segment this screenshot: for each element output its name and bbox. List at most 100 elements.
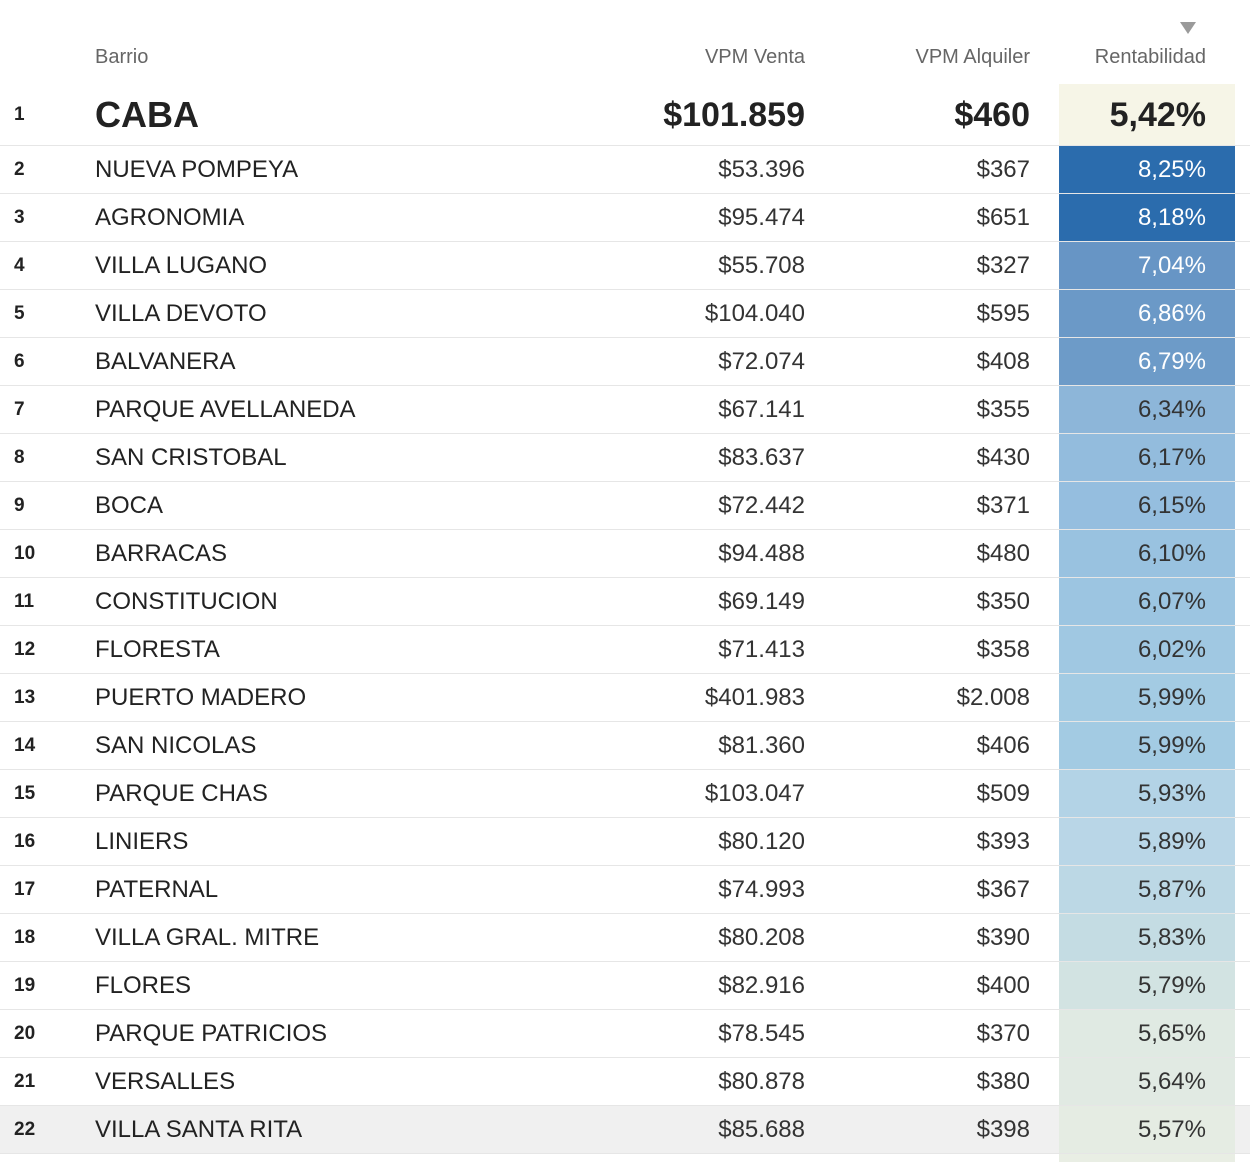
barrio-cell: PARQUE CHAS <box>95 780 268 807</box>
summary-row: 1 CABA $101.859 $460 5,42% <box>0 84 1250 146</box>
vpm-alquiler-cell: $367 <box>976 876 1030 903</box>
barrio-cell: NUEVA POMPEYA <box>95 156 299 183</box>
barrio-cell: BALVANERA <box>95 348 236 375</box>
vpm-alquiler-cell: $355 <box>976 396 1030 423</box>
rentabilidad-cell: 6,17% <box>1059 434 1235 481</box>
vpm-alquiler-cell: $367 <box>976 156 1030 183</box>
rentabilidad-cell: 8,25% <box>1059 146 1235 193</box>
table-body: 2 NUEVA POMPEYA $53.396 $367 8,25% 3 AGRONOMIA… <box>0 146 1250 1154</box>
vpm-alquiler-cell: $390 <box>976 924 1030 951</box>
rank-cell: 6 <box>14 351 25 372</box>
barrio-cell: BOCA <box>95 492 164 519</box>
barrio-cell: VILLA GRAL. MITRE <box>95 924 320 951</box>
rank-cell: 18 <box>14 927 36 948</box>
rank-cell: 5 <box>14 303 25 324</box>
vpm-alquiler-cell: $327 <box>976 252 1030 279</box>
vpm-venta-cell: $53.396 <box>718 156 805 183</box>
barrio-cell: VERSALLES <box>95 1068 236 1095</box>
column-header-vpm-venta[interactable]: VPM Venta <box>704 46 805 68</box>
rentabilidad-cell: 5,79% <box>1059 962 1235 1009</box>
column-header-vpm-alquiler[interactable]: VPM Alquiler <box>915 46 1031 68</box>
vpm-venta-cell: $101.859 <box>663 96 805 134</box>
rentabilidad-cell: 5,87% <box>1059 866 1235 913</box>
table-row: 15 PARQUE CHAS $103.047 $509 5,93% <box>0 770 1250 818</box>
rentabilidad-cell: 6,15% <box>1059 482 1235 529</box>
vpm-venta-cell: $67.141 <box>718 396 805 423</box>
vpm-alquiler-cell: $406 <box>976 732 1030 759</box>
barrio-cell: SAN NICOLAS <box>95 732 257 759</box>
sort-down-icon[interactable] <box>1180 22 1196 34</box>
vpm-alquiler-cell: $509 <box>976 780 1030 807</box>
rentabilidad-cell: 5,93% <box>1059 770 1235 817</box>
table-row: 10 BARRACAS $94.488 $480 6,10% <box>0 530 1250 578</box>
vpm-alquiler-cell: $393 <box>976 828 1030 855</box>
vpm-alquiler-cell: $370 <box>976 1020 1030 1047</box>
column-header-barrio[interactable]: Barrio <box>95 46 149 68</box>
table-row: 13 PUERTO MADERO $401.983 $2.008 5,99% <box>0 674 1250 722</box>
barrio-cell: PARQUE AVELLANEDA <box>95 396 356 423</box>
rank-cell: 21 <box>14 1071 36 1092</box>
table-row: 12 FLORESTA $71.413 $358 6,02% <box>0 626 1250 674</box>
rank-cell: 10 <box>14 543 36 564</box>
vpm-venta-cell: $80.120 <box>718 828 805 855</box>
vpm-venta-cell: $401.983 <box>704 684 805 711</box>
table-row: 14 SAN NICOLAS $81.360 $406 5,99% <box>0 722 1250 770</box>
vpm-alquiler-cell: $595 <box>976 300 1030 327</box>
rentabilidad-cell: 5,57% <box>1059 1106 1235 1153</box>
vpm-venta-cell: $80.208 <box>718 924 805 951</box>
table-row: 21 VERSALLES $80.878 $380 5,64% <box>0 1058 1250 1106</box>
vpm-alquiler-cell: $2.008 <box>956 684 1030 711</box>
table-row: 17 PATERNAL $74.993 $367 5,87% <box>0 866 1250 914</box>
vpm-alquiler-cell: $358 <box>976 636 1030 663</box>
rentabilidad-cell: 5,42% <box>1059 84 1235 145</box>
rank-cell: 15 <box>14 783 36 804</box>
rentabilidad-cell: 6,02% <box>1059 626 1235 673</box>
vpm-alquiler-cell: $400 <box>976 972 1030 999</box>
barrio-cell: PUERTO MADERO <box>95 684 307 711</box>
vpm-venta-cell: $103.047 <box>704 780 805 807</box>
rentabilidad-cell: 5,99% <box>1059 674 1235 721</box>
barrio-cell: VILLA DEVOTO <box>95 300 267 327</box>
table-row: 19 FLORES $82.916 $400 5,79% <box>0 962 1250 1010</box>
vpm-venta-cell: $72.074 <box>718 348 805 375</box>
table-row: 3 AGRONOMIA $95.474 $651 8,18% <box>0 194 1250 242</box>
vpm-alquiler-cell: $371 <box>976 492 1030 519</box>
rank-cell: 7 <box>14 399 25 420</box>
table-row: 2 NUEVA POMPEYA $53.396 $367 8,25% <box>0 146 1250 194</box>
vpm-venta-cell: $82.916 <box>718 972 805 999</box>
vpm-alquiler-cell: $460 <box>954 96 1030 134</box>
table-row: 20 PARQUE PATRICIOS $78.545 $370 5,65% <box>0 1010 1250 1058</box>
barrio-cell: BARRACAS <box>95 540 228 567</box>
vpm-alquiler-cell: $398 <box>976 1116 1030 1143</box>
vpm-venta-cell: $104.040 <box>704 300 805 327</box>
vpm-alquiler-cell: $408 <box>976 348 1030 375</box>
vpm-alquiler-cell: $480 <box>976 540 1030 567</box>
rank-cell: 17 <box>14 879 36 900</box>
rank-cell: 16 <box>14 831 36 852</box>
column-header-rentabilidad[interactable]: Rentabilidad <box>1094 46 1206 68</box>
vpm-venta-cell: $95.474 <box>718 204 805 231</box>
rentabilidad-cell: 5,99% <box>1059 722 1235 769</box>
rank-cell: 20 <box>14 1023 36 1044</box>
vpm-venta-cell: $83.637 <box>718 444 805 471</box>
rentabilidad-cell: 5,64% <box>1059 1058 1235 1105</box>
barrio-cell: CABA <box>95 94 199 135</box>
rentabilidad-cell: 6,07% <box>1059 578 1235 625</box>
table-row: 9 BOCA $72.442 $371 6,15% <box>0 482 1250 530</box>
vpm-venta-cell: $74.993 <box>718 876 805 903</box>
barrio-cell: CONSTITUCION <box>95 588 278 615</box>
vpm-venta-cell: $78.545 <box>718 1020 805 1047</box>
rank-cell: 13 <box>14 687 36 708</box>
rentabilidad-cell: 6,34% <box>1059 386 1235 433</box>
rank-cell: 1 <box>14 104 25 125</box>
table-row: 22 VILLA SANTA RITA $85.688 $398 5,57% <box>0 1106 1250 1154</box>
vpm-venta-cell: $69.149 <box>718 588 805 615</box>
table-row: 5 VILLA DEVOTO $104.040 $595 6,86% <box>0 290 1250 338</box>
vpm-venta-cell: $80.878 <box>718 1068 805 1095</box>
vpm-venta-cell: $94.488 <box>718 540 805 567</box>
vpm-venta-cell: $71.413 <box>718 636 805 663</box>
rentabilidad-column-footer <box>1059 1154 1235 1162</box>
vpm-alquiler-cell: $380 <box>976 1068 1030 1095</box>
rank-cell: 19 <box>14 975 36 996</box>
